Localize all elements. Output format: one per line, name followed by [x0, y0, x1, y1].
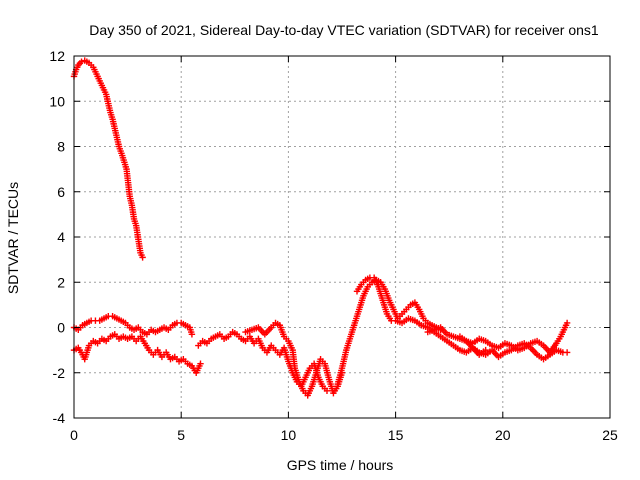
y-tick-label: 0	[57, 320, 65, 336]
y-tick-label: 2	[57, 274, 65, 290]
data-point	[323, 387, 331, 395]
series-high-arc	[70, 57, 146, 261]
chart-title: Day 350 of 2021, Sidereal Day-to-day VTE…	[89, 22, 599, 38]
x-tick-label: 10	[281, 427, 297, 443]
grid-lines	[74, 56, 610, 418]
x-axis-title: GPS time / hours	[287, 457, 394, 473]
data-point	[563, 349, 571, 356]
y-tick-label: -4	[53, 410, 66, 426]
x-tick-label: 0	[70, 427, 78, 443]
y-tick-label: 6	[57, 184, 65, 200]
y-tick-label: 12	[49, 48, 65, 64]
data-point	[197, 360, 204, 367]
series-arc-mid-day	[195, 328, 331, 395]
series-arc-evening-lower	[456, 333, 571, 363]
x-tick-label: 5	[177, 427, 185, 443]
y-tick-label: 10	[49, 93, 65, 109]
axis-ticks: 0 5 10 15 20 25 -4 -2 0 2 4 6 8 10 12	[49, 48, 618, 443]
y-tick-label: -2	[53, 365, 66, 381]
series-arc-lower-early	[70, 331, 204, 376]
data-point	[563, 319, 571, 327]
series-arc-afternoon-peak	[334, 276, 444, 388]
x-tick-label: 20	[495, 427, 511, 443]
y-tick-label: 8	[57, 139, 65, 155]
data-point	[139, 254, 146, 261]
data-point	[188, 331, 196, 338]
series-arc-upper-early	[70, 312, 196, 338]
data-points	[70, 57, 571, 399]
y-tick-label: 4	[57, 229, 65, 245]
x-tick-label: 15	[388, 427, 404, 443]
data-point	[78, 58, 85, 65]
y-axis-title: SDTVAR / TECUs	[5, 182, 21, 294]
x-tick-label: 25	[602, 427, 618, 443]
